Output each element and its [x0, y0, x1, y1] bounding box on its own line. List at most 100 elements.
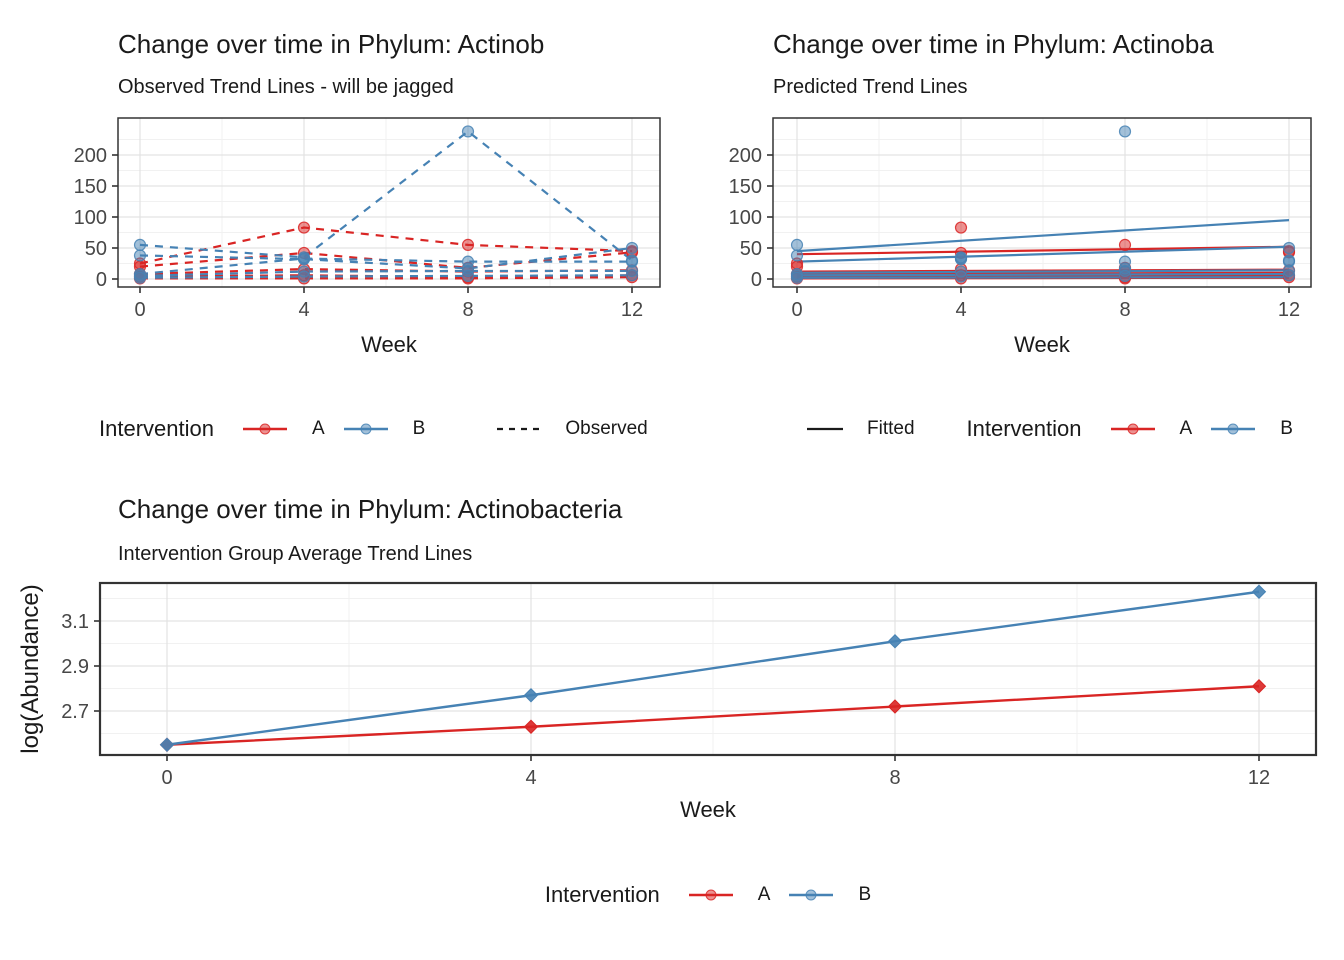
data-point-b: [1118, 269, 1132, 282]
chart1-legend-label-a: A: [311, 418, 325, 439]
panel-border: [98, 581, 1318, 757]
x-tick-label: 0: [791, 299, 802, 321]
chart2-legend-title: Intervention: [966, 416, 1082, 441]
data-point-b: [297, 270, 311, 283]
data-point-b: [790, 249, 804, 262]
data-point-b: [1251, 584, 1267, 599]
chart1-subtitle: Observed Trend Lines - will be jagged: [118, 76, 454, 98]
series-line-a: [796, 274, 1290, 278]
x-tick-label: 12: [1248, 767, 1270, 789]
chart3-subtitle: Intervention Group Average Trend Lines: [118, 543, 473, 565]
y-tick-label: 200: [729, 145, 762, 167]
chart3-x-axis-title: Week: [680, 797, 736, 822]
chart1-legend-label-observed: Observed: [565, 418, 648, 439]
data-point-b: [461, 125, 475, 138]
data-point-a: [887, 699, 903, 714]
data-point-a: [1251, 679, 1267, 694]
data-point-a: [461, 238, 475, 251]
chart2-legend: Fitted Intervention A B: [805, 412, 1293, 446]
y-tick-label: 100: [74, 207, 107, 229]
data-point-b: [1118, 125, 1132, 138]
series-line-b: [139, 246, 633, 270]
y-tick-label: 0: [751, 269, 762, 291]
chart3-legend-title: Intervention: [544, 882, 660, 907]
chart2-legend-label-a: A: [1179, 418, 1193, 439]
y-tick-label: 50: [740, 238, 762, 260]
chart3-legend: Intervention A B: [100, 878, 1316, 912]
chart3-legend-label-b: B: [858, 884, 872, 905]
data-point-b: [790, 271, 804, 284]
data-point-b: [625, 269, 639, 282]
data-point-a: [297, 221, 311, 234]
panel-border: [117, 117, 661, 288]
series-line-b: [796, 219, 1290, 253]
chart2-x-axis-title: Week: [1014, 332, 1070, 357]
data-point-b: [954, 252, 968, 265]
x-tick-label: 12: [621, 299, 643, 321]
series-line-b: [796, 276, 1290, 279]
x-tick-label: 4: [298, 299, 309, 321]
series-line-a: [796, 271, 1290, 276]
legend-key-a-icon: [240, 418, 290, 440]
data-point-b: [133, 249, 147, 262]
legend-key-observed-icon: [495, 418, 543, 440]
data-point-b: [133, 238, 147, 251]
data-point-a: [523, 719, 539, 734]
data-point-b: [1282, 269, 1296, 282]
y-tick-label: 50: [85, 238, 107, 260]
panel-border: [772, 117, 1312, 288]
y-tick-label: 100: [729, 207, 762, 229]
data-point-a: [954, 221, 968, 234]
legend-key-b-icon: [786, 884, 836, 906]
x-tick-label: 8: [462, 299, 473, 321]
chart2-title: Change over time in Phylum: Actinoba: [773, 29, 1214, 59]
x-tick-label: 0: [134, 299, 145, 321]
data-point-b: [625, 241, 639, 255]
data-point-a: [1118, 238, 1132, 251]
data-point-b: [133, 271, 147, 284]
y-tick-label: 150: [729, 176, 762, 198]
data-point-b: [159, 737, 175, 752]
y-tick-label: 2.9: [61, 656, 89, 678]
series-line-a: [140, 276, 633, 280]
data-point-b: [954, 270, 968, 283]
series-line-b: [796, 269, 1290, 274]
data-point-b: [887, 634, 903, 649]
x-tick-label: 12: [1278, 299, 1300, 321]
series-line-a: [166, 685, 1260, 746]
chart3-y-axis-title: log(Abundance): [17, 584, 44, 754]
x-tick-label: 4: [525, 767, 536, 789]
legend-key-a-icon: [1108, 418, 1158, 440]
x-tick-label: 8: [889, 767, 900, 789]
legend-key-fitted-icon: [805, 418, 845, 440]
y-tick-label: 200: [74, 145, 107, 167]
data-point-b: [523, 688, 539, 703]
series-line-a: [796, 245, 1290, 256]
y-tick-label: 3.1: [61, 611, 89, 633]
legend-key-a-icon: [686, 884, 736, 906]
data-point-b: [461, 269, 475, 282]
chart3-legend-label-a: A: [757, 884, 771, 905]
series-line-b: [139, 257, 632, 276]
chart2-legend-label-b: B: [1280, 418, 1293, 439]
chart3-title: Change over time in Phylum: Actinobacter…: [118, 494, 623, 524]
chart1-legend: Intervention A B Observed: [99, 412, 648, 446]
data-point-b: [1282, 241, 1296, 255]
chart2-legend-label-fitted: Fitted: [867, 418, 915, 439]
series-line-b: [796, 272, 1290, 277]
x-tick-label: 8: [1119, 299, 1130, 321]
y-tick-label: 0: [96, 269, 107, 291]
legend-key-b-icon: [1208, 418, 1258, 440]
x-tick-label: 0: [161, 767, 172, 789]
x-tick-label: 4: [955, 299, 966, 321]
chart2-subtitle: Predicted Trend Lines: [773, 76, 968, 98]
series-line-b: [139, 130, 633, 262]
chart1-legend-label-b: B: [412, 418, 426, 439]
chart1-title: Change over time in Phylum: Actinob: [118, 29, 545, 59]
series-line-b: [139, 274, 633, 279]
data-point-b: [790, 238, 804, 251]
y-tick-label: 2.7: [61, 701, 89, 723]
chart1-x-axis-title: Week: [361, 332, 417, 357]
